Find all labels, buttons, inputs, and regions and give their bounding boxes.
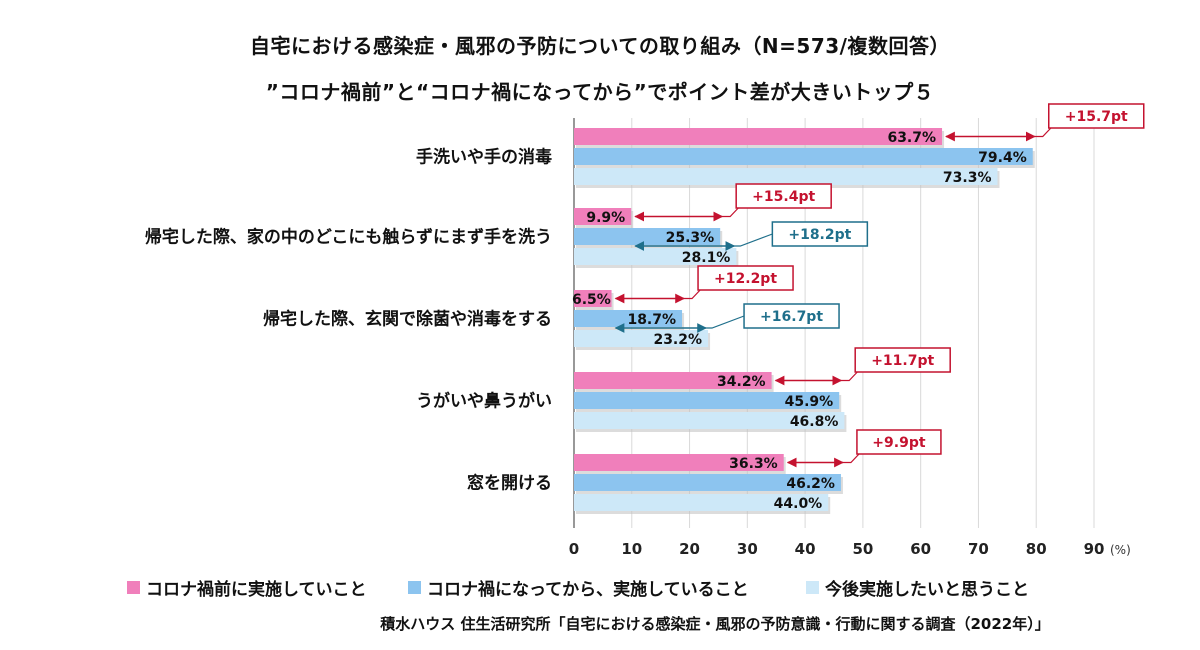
bar — [574, 454, 784, 471]
bar — [574, 290, 612, 307]
bar-value-label: 6.5% — [572, 292, 611, 308]
x-tick-label: 80 — [1026, 540, 1047, 558]
bar-value-label: 18.7% — [627, 312, 676, 328]
annotation-connector — [841, 369, 860, 382]
annotation-connector — [706, 315, 745, 329]
x-tick-label: 50 — [852, 540, 873, 558]
bar — [574, 474, 841, 491]
annotation-connector — [842, 451, 862, 464]
bar-value-label: 46.2% — [786, 476, 835, 492]
x-tick-label: 60 — [910, 540, 931, 558]
x-tick-label: 40 — [795, 540, 816, 558]
annotation-label: +15.7pt — [1065, 109, 1128, 125]
bar-value-label: 63.7% — [887, 130, 936, 146]
legend-item-series-2: コロナ禍になってから、実施していること — [408, 575, 749, 600]
annotation-connector — [1034, 125, 1054, 138]
annotation-connector — [684, 287, 703, 300]
bar — [574, 128, 943, 145]
x-tick-label: 70 — [968, 540, 989, 558]
category-label: 帰宅した際、家の中のどこにも触らずにまず手を洗う — [145, 227, 552, 248]
x-tick-label: 10 — [621, 540, 642, 558]
bar — [574, 372, 772, 389]
bar — [574, 248, 737, 265]
bar-value-label: 28.1% — [682, 250, 731, 266]
x-tick-label: 0 — [569, 540, 579, 558]
legend: コロナ禍前に実施していこと コロナ禍になってから、実施していること 今後実施した… — [0, 575, 1200, 600]
x-tick-label: 90 — [1084, 540, 1105, 558]
annotation-label: +15.4pt — [752, 189, 815, 205]
annotation-box — [771, 221, 869, 247]
bar-value-label: 9.9% — [586, 210, 625, 226]
legend-label-series-3: 今後実施したいと思うこと — [825, 580, 1029, 600]
annotation-box — [697, 265, 794, 291]
bar-value-label: 45.9% — [785, 394, 834, 410]
annotation-label: +12.2pt — [714, 271, 777, 287]
annotation-label: +16.7pt — [760, 309, 823, 325]
bar-value-label: 36.3% — [729, 456, 778, 472]
bar — [574, 228, 721, 245]
bar — [574, 494, 829, 511]
annotation-box — [856, 429, 942, 455]
source-note: 積水ハウス 住生活研究所「自宅における感染症・風邪の予防意識・行動に関する調査（… — [0, 613, 1200, 634]
annotation-box — [735, 183, 832, 209]
category-label: うがいや鼻うがい — [416, 391, 552, 412]
legend-swatch-series-2 — [408, 581, 421, 594]
bar-value-label: 73.3% — [943, 170, 992, 186]
category-label: 手洗いや手の消毒 — [416, 147, 552, 168]
annotation-box — [1048, 103, 1145, 129]
bar-value-label: 79.4% — [978, 150, 1027, 166]
bar-value-label: 23.2% — [653, 332, 702, 348]
bar-value-label: 44.0% — [774, 496, 823, 512]
annotation-label: +9.9pt — [872, 435, 926, 451]
legend-item-series-1: コロナ禍前に実施していこと — [127, 575, 367, 600]
source-text: 積水ハウス 住生活研究所「自宅における感染症・風邪の予防意識・行動に関する調査（… — [380, 615, 1050, 633]
chart-title: 自宅における感染症・風邪の予防についての取り組み（N=573/複数回答） — [250, 34, 950, 58]
legend-swatch-series-3 — [806, 581, 819, 594]
bar-value-label: 46.8% — [790, 414, 839, 430]
bar — [574, 148, 1033, 165]
legend-label-series-2: コロナ禍になってから、実施していること — [427, 580, 749, 600]
annotation-label: +18.2pt — [788, 227, 851, 243]
bar-value-label: 25.3% — [666, 230, 715, 246]
chart-subtitle: ”コロナ禍前”と“コロナ禍になってから”でポイント差が大きいトップ５ — [265, 80, 935, 104]
category-label: 窓を開ける — [467, 473, 552, 494]
bar — [574, 330, 709, 347]
bar — [574, 208, 632, 225]
bar — [574, 412, 845, 429]
annotation-connector — [734, 233, 773, 247]
annotation-connector — [722, 205, 741, 218]
annotation-box — [743, 303, 840, 329]
bar — [574, 310, 683, 327]
x-tick-label: 20 — [679, 540, 700, 558]
annotation-box — [854, 347, 951, 373]
x-axis-unit: (%) — [1110, 543, 1131, 557]
x-tick-label: 30 — [737, 540, 758, 558]
annotation-label: +11.7pt — [871, 353, 934, 369]
bar-value-label: 34.2% — [717, 374, 766, 390]
bar — [574, 392, 840, 409]
category-label: 帰宅した際、玄関で除菌や消毒をする — [263, 309, 552, 330]
legend-swatch-series-1 — [127, 581, 140, 594]
bar — [574, 168, 998, 185]
legend-label-series-1: コロナ禍前に実施していこと — [146, 580, 367, 600]
legend-item-series-3: 今後実施したいと思うこと — [806, 575, 1029, 600]
